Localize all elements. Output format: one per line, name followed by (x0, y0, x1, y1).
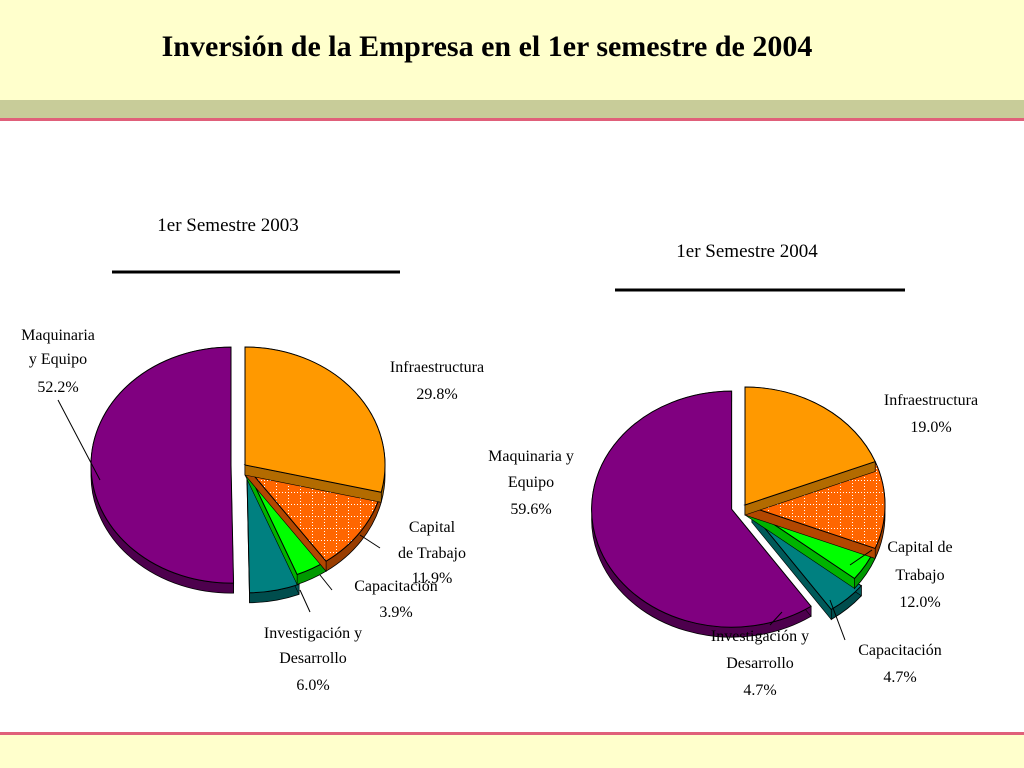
slice-value-label: 3.9% (379, 604, 412, 621)
pie-slice (244, 346, 386, 503)
slice-value-label: 59.6% (510, 501, 551, 518)
slice-value-label: 19.0% (910, 419, 951, 436)
slice-value-label: 29.8% (416, 386, 457, 403)
slice-label: Infraestructura 29.8% (390, 359, 484, 403)
slice-name-label: Capacitación (354, 578, 438, 595)
slice-value-label: 6.0% (296, 677, 329, 694)
pie-slice-top (743, 460, 886, 550)
leader-line (769, 611, 783, 626)
slice-name-label: Capital (409, 519, 456, 536)
pie-slice-top (244, 346, 386, 493)
slice-label: Investigación y Desarrollo 6.0% (264, 625, 362, 694)
leader-line (849, 549, 873, 566)
pie-chart-2: 1er Semestre 2004 Maquinaria y Equipo 59.6%… (488, 241, 978, 699)
slice-name-label: Maquinaria (21, 327, 95, 344)
slice-name-label: Maquinaria y (488, 448, 574, 465)
slice-label: Maquinaria y Equipo 59.6% (488, 448, 574, 518)
footer-band (0, 735, 1024, 768)
footer-divider (0, 732, 1024, 735)
pie-slice (744, 386, 876, 516)
pie-chart-1: 1er Semestre 2003 Maquinaria y Equipo 52.2%… (21, 215, 484, 694)
leader-line (829, 599, 846, 641)
slice-name-label: Trabajo (895, 567, 944, 584)
header-stripe (0, 100, 1024, 118)
pie-slice-top (744, 386, 876, 506)
leader-line (57, 399, 101, 481)
slice-label: Capital de Trabajo 12.0% (887, 539, 952, 611)
slice-value-label: 12.0% (899, 594, 940, 611)
pie-slice-top (591, 390, 812, 628)
chart-subtitle: 1er Semestre 2003 (157, 215, 298, 236)
slice-name-label: Equipo (508, 474, 554, 491)
slice-name-label: Capacitación (858, 642, 942, 659)
slice-name-label: Investigación y (711, 628, 809, 645)
page-title: Inversión de la Empresa en el 1er semest… (161, 30, 813, 63)
slice-name-label: Desarrollo (726, 655, 794, 672)
slice-label: Infraestructura 19.0% (884, 392, 978, 436)
slice-name-label: Investigación y (264, 625, 362, 642)
slice-name-label: Capital de (887, 539, 952, 556)
slice-label: Capacitación 4.7% (858, 642, 942, 686)
slice-name-label: de Trabajo (398, 545, 466, 562)
leader-line (359, 534, 381, 549)
slice-value-label: 4.7% (743, 682, 776, 699)
pie-slice (90, 346, 235, 594)
slice-label: Capital de Trabajo 11.9% (398, 519, 466, 587)
slice-value-label: 52.2% (37, 379, 78, 396)
slice-label: Investigación y Desarrollo 4.7% (711, 628, 809, 699)
slice-value-label: 4.7% (883, 669, 916, 686)
header-divider (0, 118, 1024, 121)
slice-label: Maquinaria y Equipo 52.2% (21, 327, 95, 396)
pie-slice (591, 390, 812, 638)
slice-name-label: Infraestructura (390, 359, 484, 376)
pie-slice-top (90, 346, 235, 584)
slice-name-label: Infraestructura (884, 392, 978, 409)
slice-label: Capacitación 3.9% (354, 578, 438, 621)
slice-name-label: Desarrollo (279, 650, 347, 667)
chart-subtitle: 1er Semestre 2004 (676, 241, 818, 262)
leader-line (319, 574, 333, 591)
leader-line (299, 589, 311, 613)
header-band (0, 0, 1024, 100)
slice-name-label: y Equipo (29, 351, 87, 368)
slice-value-label: 11.9% (412, 570, 453, 587)
